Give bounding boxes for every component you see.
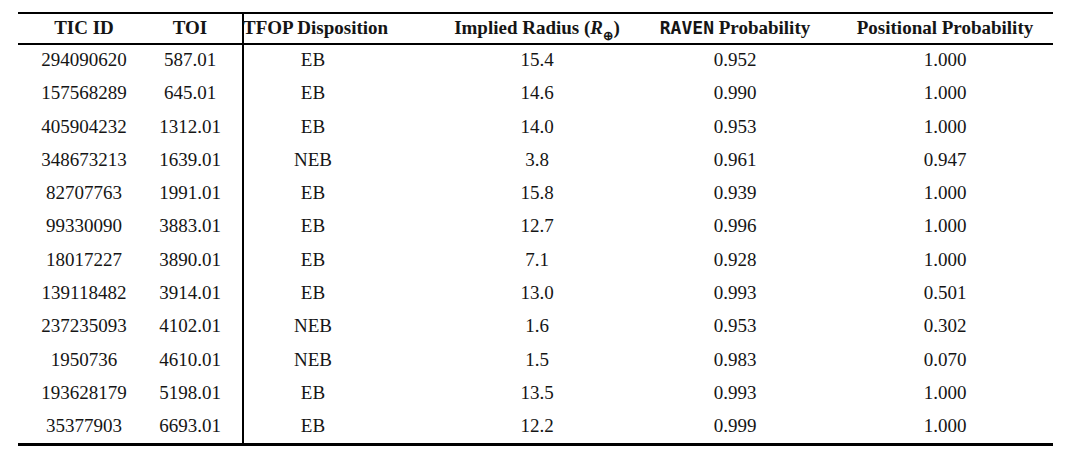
- table-cell: 4610.01: [140, 343, 240, 376]
- table-cell: EB: [243, 110, 383, 143]
- table-cell: 1.000: [845, 376, 1045, 409]
- table-cell: 0.953: [635, 309, 835, 342]
- table-cell: 645.01: [140, 76, 240, 109]
- table-cell: 0.961: [635, 143, 835, 176]
- column-header-raven-probability: RAVEN Probability: [635, 12, 835, 43]
- table-cell: 0.990: [635, 76, 835, 109]
- column-positional-probability: Positional Probability 1.000 1.000 1.000…: [845, 12, 1045, 443]
- table-cell: 14.6: [437, 76, 637, 109]
- implied-radius-label-suffix: ): [614, 17, 620, 38]
- table-cell: EB: [243, 376, 383, 409]
- table-cell: EB: [243, 209, 383, 242]
- table-cell: NEB: [243, 309, 383, 342]
- raven-probability-label: Probability: [714, 17, 810, 38]
- table-cell: EB: [243, 176, 383, 209]
- table-cell: NEB: [243, 343, 383, 376]
- table-cell: 18017227: [14, 243, 154, 276]
- table-cell: 13.5: [437, 376, 637, 409]
- table-cell: 157568289: [14, 76, 154, 109]
- table-cell: 1.6: [437, 309, 637, 342]
- table-cell: 13.0: [437, 276, 637, 309]
- column-header-tic-id: TIC ID: [14, 12, 154, 43]
- table-cell: NEB: [243, 143, 383, 176]
- table-cell: 12.7: [437, 209, 637, 242]
- table-cell: 0.070: [845, 343, 1045, 376]
- table-cell: 1312.01: [140, 110, 240, 143]
- table-cell: 1639.01: [140, 143, 240, 176]
- column-header-toi: TOI: [140, 12, 240, 43]
- column-tfop-disposition: TFOP Disposition EB EB EB NEB EB EB EB E…: [243, 12, 383, 443]
- radius-math-symbol: R: [590, 17, 603, 38]
- table-cell: 237235093: [14, 309, 154, 342]
- column-toi: TOI 587.01 645.01 1312.01 1639.01 1991.0…: [140, 12, 240, 443]
- table-cell: 0.993: [635, 276, 835, 309]
- table-cell: 3.8: [437, 143, 637, 176]
- table-cell: 0.999: [635, 409, 835, 442]
- table-cell: 294090620: [14, 43, 154, 76]
- table-cell: 0.953: [635, 110, 835, 143]
- table-cell: 4102.01: [140, 309, 240, 342]
- table-cell: 0.993: [635, 376, 835, 409]
- table-cell: 1.000: [845, 76, 1045, 109]
- table-cell: 14.0: [437, 110, 637, 143]
- raven-code-label: RAVEN: [660, 17, 714, 38]
- table-cell: 0.302: [845, 309, 1045, 342]
- table-cell: EB: [243, 43, 383, 76]
- table-cell: 0.947: [845, 143, 1045, 176]
- table-cell: 0.501: [845, 276, 1045, 309]
- earth-subscript-symbol: ⊕: [603, 29, 613, 43]
- table-cell: 1.000: [845, 110, 1045, 143]
- table-cell: 15.4: [437, 43, 637, 76]
- table-cell: 15.8: [437, 176, 637, 209]
- column-raven-probability: RAVEN Probability 0.952 0.990 0.953 0.96…: [635, 12, 835, 443]
- table-cell: 3890.01: [140, 243, 240, 276]
- table-cell: EB: [243, 243, 383, 276]
- table-cell: 82707763: [14, 176, 154, 209]
- table-cell: 0.996: [635, 209, 835, 242]
- table-cell: 99330090: [14, 209, 154, 242]
- table-cell: 1.000: [845, 409, 1045, 442]
- table-cell: 1950736: [14, 343, 154, 376]
- table-cell: 6693.01: [140, 409, 240, 442]
- table-cell: 35377903: [14, 409, 154, 442]
- table-cell: 0.939: [635, 176, 835, 209]
- table-cell: EB: [243, 76, 383, 109]
- paper-table-page: TIC ID 294090620 157568289 405904232 348…: [0, 0, 1080, 460]
- table-cell: 405904232: [14, 110, 154, 143]
- table-cell: 1991.01: [140, 176, 240, 209]
- column-header-implied-radius: Implied Radius (R⊕): [437, 12, 637, 43]
- table-cell: 139118482: [14, 276, 154, 309]
- table-cell: 0.952: [635, 43, 835, 76]
- table-cell: 3914.01: [140, 276, 240, 309]
- table-cell: 1.000: [845, 209, 1045, 242]
- table-cell: EB: [243, 276, 383, 309]
- table-cell: 12.2: [437, 409, 637, 442]
- table-cell: 1.5: [437, 343, 637, 376]
- table-cell: 1.000: [845, 43, 1045, 76]
- column-header-positional-probability: Positional Probability: [845, 12, 1045, 43]
- table-cell: 1.000: [845, 176, 1045, 209]
- column-header-tfop-disposition: TFOP Disposition: [243, 12, 383, 43]
- table-cell: EB: [243, 409, 383, 442]
- column-tic-id: TIC ID 294090620 157568289 405904232 348…: [14, 12, 154, 443]
- column-implied-radius: Implied Radius (R⊕) 15.4 14.6 14.0 3.8 1…: [437, 12, 637, 443]
- table-cell: 7.1: [437, 243, 637, 276]
- table-cell: 5198.01: [140, 376, 240, 409]
- table-cell: 193628179: [14, 376, 154, 409]
- table-cell: 348673213: [14, 143, 154, 176]
- table-cell: 587.01: [140, 43, 240, 76]
- table-cell: 1.000: [845, 243, 1045, 276]
- implied-radius-label: Implied Radius (: [454, 17, 590, 38]
- table-cell: 0.983: [635, 343, 835, 376]
- table-bottom-rule: [18, 443, 1053, 446]
- table-cell: 3883.01: [140, 209, 240, 242]
- table-cell: 0.928: [635, 243, 835, 276]
